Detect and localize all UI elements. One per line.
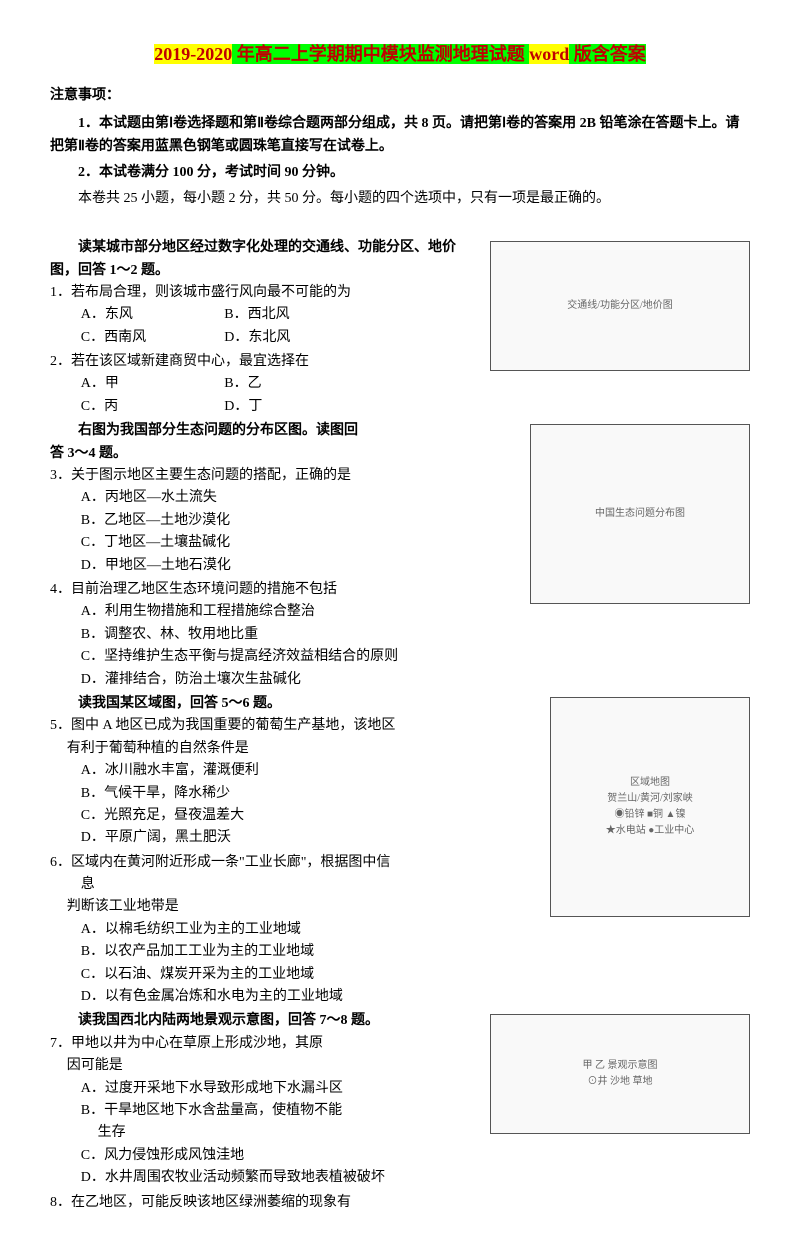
q5-opt-d: D．平原广阔，黑土肥沃 [81,827,750,849]
q7-opt-b-1: B．干旱地区地下水含盐量高，使植物不能 [81,1100,750,1122]
notice-heading: 注意事项： [50,85,750,107]
q2-opt-c: C．丙 [81,396,221,418]
q3-opt-d: D．甲地区—土地石漠化 [81,555,750,577]
title-main: 年高二上学期期中模块监测地理试题 [232,44,529,64]
question-5: 5．图中 A 地区已成为我国重要的葡萄生产基地，该地区 有利于葡萄种植的自然条件… [50,715,750,849]
q6-opt-c: C．以石油、煤炭开采为主的工业地域 [81,964,750,986]
question-6: 6．区域内在黄河附近形成一条"工业长廊"，根据图中信 息 判断该工业地带是 A．… [50,852,750,1009]
q3-opt-a: A．丙地区—水土流失 [81,487,750,509]
title-word: word [529,44,569,64]
question-4: 4．目前治理乙地区生态环境问题的措施不包括 A．利用生物措施和工程措施综合整治 … [50,579,750,691]
question-2: 2．若在该区域新建商贸中心，最宜选择在 A．甲 B．乙 C．丙 D．丁 [50,351,750,418]
notice-1: 1．本试题由第Ⅰ卷选择题和第Ⅱ卷综合题两部分组成，共 8 页。请把第Ⅰ卷的答案用… [50,113,750,158]
q4-opt-d: D．灌排结合，防治土壤次生盐碱化 [81,669,750,691]
exam-title: 2019-2020 年高二上学期期中模块监测地理试题 word 版含答案 [50,40,750,69]
q7-opt-a: A．过度开采地下水导致形成地下水漏斗区 [81,1078,750,1100]
q6-opt-b: B．以农产品加工工业为主的工业地域 [81,941,750,963]
q7-opt-c: C．风力侵蚀形成风蚀洼地 [81,1145,750,1167]
q5-opt-a: A．冰川融水丰富，灌溉便利 [81,760,750,782]
q4-opt-b: B．调整农、林、牧用地比重 [81,624,750,646]
title-suffix: 版含答案 [569,44,646,64]
q7-opt-b-2: 生存 [98,1122,750,1144]
q1-opt-b: B．西北风 [224,307,289,322]
question-3: 3．关于图示地区主要生态问题的搭配，正确的是 A．丙地区—水土流失 B．乙地区—… [50,465,750,577]
q5-opt-b: B．气候干旱，降水稀少 [81,783,750,805]
q1-opt-c: C．西南风 [81,327,221,349]
question-1: 1．若布局合理，则该城市盛行风向最不可能的为 A．东风 B．西北风 C．西南风 … [50,282,750,349]
q1-opt-a: A．东风 [81,304,221,326]
q2-opt-a: A．甲 [81,373,221,395]
question-7: 7．甲地以井为中心在草原上形成沙地，其原 因可能是 A．过度开采地下水导致形成地… [50,1033,750,1190]
q3-opt-b: B．乙地区—土地沙漠化 [81,510,750,532]
notice-3: 本卷共 25 小题，每小题 2 分，共 50 分。每小题的四个选项中，只有一项是… [50,188,750,210]
q7-opt-d: D．水井周围农牧业活动频繁而导致地表植被破坏 [81,1167,750,1189]
q4-opt-a: A．利用生物措施和工程措施综合整治 [81,601,750,623]
notice-2: 2．本试卷满分 100 分，考试时间 90 分钟。 [50,162,750,184]
q2-opt-b: B．乙 [224,376,261,391]
title-year: 2019-2020 [154,44,232,64]
q3-opt-c: C．丁地区—土壤盐碱化 [81,532,750,554]
q1-opt-d: D．东北风 [224,330,290,345]
q6-opt-d: D．以有色金属冶炼和水电为主的工业地域 [81,986,750,1008]
q4-opt-c: C．坚持维护生态平衡与提高经济效益相结合的原则 [81,646,750,668]
q5-opt-c: C．光照充足，昼夜温差大 [81,805,750,827]
q6-opt-a: A．以棉毛纺织工业为主的工业地域 [81,919,750,941]
q2-opt-d: D．丁 [224,399,262,414]
question-8: 8．在乙地区，可能反映该地区绿洲萎缩的现象有 [50,1192,750,1214]
